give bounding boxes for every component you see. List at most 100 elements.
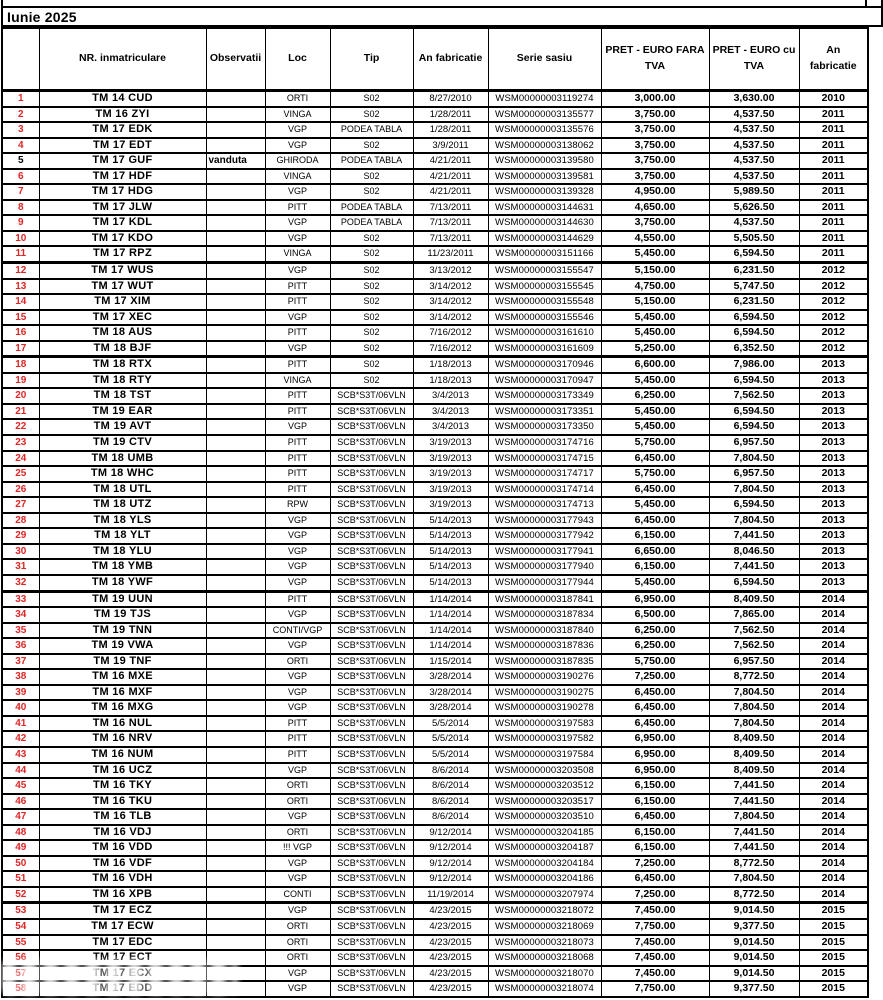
table-row: 10 TM 17 KDO VGP S02 7/13/2011 WSM00000003144… (1, 230, 869, 248)
cell-loc: CONTI (264, 886, 331, 905)
table-row: 24 TM 18 UMB PITT SCB*S3T/06VLN 3/19/2013 WSM… (1, 450, 869, 468)
cell-observatii (205, 465, 266, 483)
cell-serie-sasiu: WSM00000003144631 (487, 199, 602, 217)
cell-serie-sasiu: WSM00000003177943 (487, 512, 602, 530)
cell-pret-cu-tva: 8,409.50 (708, 762, 800, 780)
cell-pret-cu-tva: 7,441.50 (708, 824, 800, 842)
cell-loc: VGP (264, 183, 331, 201)
cell-plate: TM 19 CTV (38, 434, 207, 452)
cell-pret-fara-tva: 5,450.00 (600, 574, 710, 593)
cell-observatii (205, 434, 266, 452)
cell-an-fabricatie-year: 2015 (798, 902, 869, 920)
cell-observatii (205, 183, 266, 201)
cell-observatii (205, 684, 266, 702)
table-row: 27 TM 18 UTZ RPW SCB*S3T/06VLN 3/19/2013 WSM0… (1, 496, 869, 514)
cell-observatii: vanduta (205, 152, 266, 170)
cell-pret-fara-tva: 6,450.00 (600, 699, 710, 717)
table-row: 35 TM 19 TNN CONTI/VGP SCB*S3T/06VLN 1/14/20… (1, 622, 869, 640)
table-row: 31 TM 18 YMB VGP SCB*S3T/06VLN 5/14/2013 WSM0… (1, 558, 869, 576)
table-row: 4 TM 17 EDT VGP S02 3/9/2011 WSM0000000313806… (1, 137, 869, 155)
cell-observatii (205, 622, 266, 640)
cell-pret-cu-tva: 6,594.50 (708, 574, 800, 593)
cell-an-fabricatie-year: 2014 (798, 886, 869, 905)
cell-plate: TM 17 KDL (38, 214, 207, 232)
cell-an-fabricatie-year: 2012 (798, 293, 869, 311)
cell-plate: TM 18 YLT (38, 527, 207, 545)
cell-an-fabricatie-year: 2014 (798, 824, 869, 842)
cell-row-number: 52 (1, 886, 40, 905)
cell-observatii (205, 356, 266, 374)
cell-an-fabricatie-date: 5/5/2014 (412, 730, 489, 748)
cell-pret-cu-tva: 6,594.50 (708, 245, 800, 265)
cell-plate: TM 19 EAR (38, 403, 207, 421)
col-header-serie-sasiu: Serie sasiu (487, 27, 602, 92)
cell-serie-sasiu: WSM00000003190278 (487, 699, 602, 717)
cell-plate: TM 17 GUF (38, 152, 207, 170)
cell-observatii (205, 512, 266, 530)
cell-serie-sasiu: WSM00000003161609 (487, 340, 602, 359)
cell-row-number: 48 (1, 824, 40, 842)
cell-pret-fara-tva: 5,450.00 (600, 496, 710, 514)
cell-serie-sasiu: WSM00000003177941 (487, 543, 602, 561)
col-header-an-fabricatie-an: An fabricatie (798, 27, 869, 92)
cell-an-fabricatie-year: 2011 (798, 106, 869, 124)
cell-pret-cu-tva: 7,804.50 (708, 808, 800, 826)
cell-pret-cu-tva: 9,377.50 (708, 918, 800, 936)
cell-an-fabricatie-date: 9/12/2014 (412, 839, 489, 857)
cell-loc: ORTI (264, 918, 331, 936)
table-row: 47 TM 16 TLB VGP SCB*S3T/06VLN 8/6/2014 WSM00… (1, 808, 869, 826)
cell-serie-sasiu: WSM00000003155547 (487, 262, 602, 280)
cell-observatii (205, 245, 266, 265)
cell-an-fabricatie-year: 2012 (798, 262, 869, 280)
cell-tip: SCB*S3T/06VLN (329, 746, 414, 764)
cell-an-fabricatie-date: 3/13/2012 (412, 262, 489, 280)
cell-pret-cu-tva: 6,594.50 (708, 309, 800, 327)
cell-loc: ORTI (264, 793, 331, 811)
cell-pret-fara-tva: 5,750.00 (600, 434, 710, 452)
cell-pret-fara-tva: 5,750.00 (600, 653, 710, 671)
cell-row-number: 42 (1, 730, 40, 748)
cell-an-fabricatie-year: 2013 (798, 574, 869, 593)
cell-an-fabricatie-date: 5/5/2014 (412, 746, 489, 764)
cell-observatii (205, 527, 266, 545)
cell-pret-fara-tva: 5,450.00 (600, 309, 710, 327)
cell-an-fabricatie-date: 4/23/2015 (412, 918, 489, 936)
cell-tip: SCB*S3T/06VLN (329, 730, 414, 748)
cell-loc: VGP (264, 527, 331, 545)
cell-pret-cu-tva: 7,986.00 (708, 356, 800, 374)
cell-tip: SCB*S3T/06VLN (329, 684, 414, 702)
cell-plate: TM 19 TNF (38, 653, 207, 671)
cell-plate: TM 18 UTZ (38, 496, 207, 514)
cell-row-number: 50 (1, 855, 40, 873)
cell-observatii (205, 168, 266, 186)
cell-tip: SCB*S3T/06VLN (329, 949, 414, 967)
cell-an-fabricatie-year: 2013 (798, 450, 869, 468)
cell-an-fabricatie-year: 2014 (798, 606, 869, 624)
cell-plate: TM 17 EDT (38, 137, 207, 155)
cell-plate: TM 16 NUL (38, 715, 207, 733)
cell-an-fabricatie-date: 3/14/2012 (412, 309, 489, 327)
cell-an-fabricatie-date: 8/6/2014 (412, 793, 489, 811)
cell-observatii (205, 324, 266, 342)
cell-an-fabricatie-year: 2013 (798, 543, 869, 561)
table-row: 30 TM 18 YLU VGP SCB*S3T/06VLN 5/14/2013 WSM0… (1, 543, 869, 561)
cell-an-fabricatie-year: 2013 (798, 512, 869, 530)
table-row: 50 TM 16 VDF VGP SCB*S3T/06VLN 9/12/2014 WSM0… (1, 855, 869, 873)
cell-pret-cu-tva: 7,804.50 (708, 699, 800, 717)
cell-an-fabricatie-year: 2015 (798, 934, 869, 952)
table-row: 18 TM 18 RTX PITT S02 1/18/2013 WSM0000000317… (1, 356, 869, 374)
cell-an-fabricatie-year: 2014 (798, 637, 869, 655)
cell-pret-fara-tva: 7,450.00 (600, 902, 710, 920)
cell-an-fabricatie-date: 3/14/2012 (412, 278, 489, 296)
cell-observatii (205, 793, 266, 811)
col-header-loc: Loc (264, 27, 331, 92)
cell-an-fabricatie-date: 1/14/2014 (412, 590, 489, 609)
cell-an-fabricatie-date: 4/21/2011 (412, 152, 489, 170)
table-row: 32 TM 18 YWF VGP SCB*S3T/06VLN 5/14/2013 WSM0… (1, 574, 869, 593)
cell-plate: TM 17 ECX (38, 965, 207, 983)
cell-loc: CONTI/VGP (264, 622, 331, 640)
cell-observatii (205, 590, 266, 609)
cell-loc: VGP (264, 137, 331, 155)
cell-row-number: 56 (1, 949, 40, 967)
cell-row-number: 12 (1, 262, 40, 280)
